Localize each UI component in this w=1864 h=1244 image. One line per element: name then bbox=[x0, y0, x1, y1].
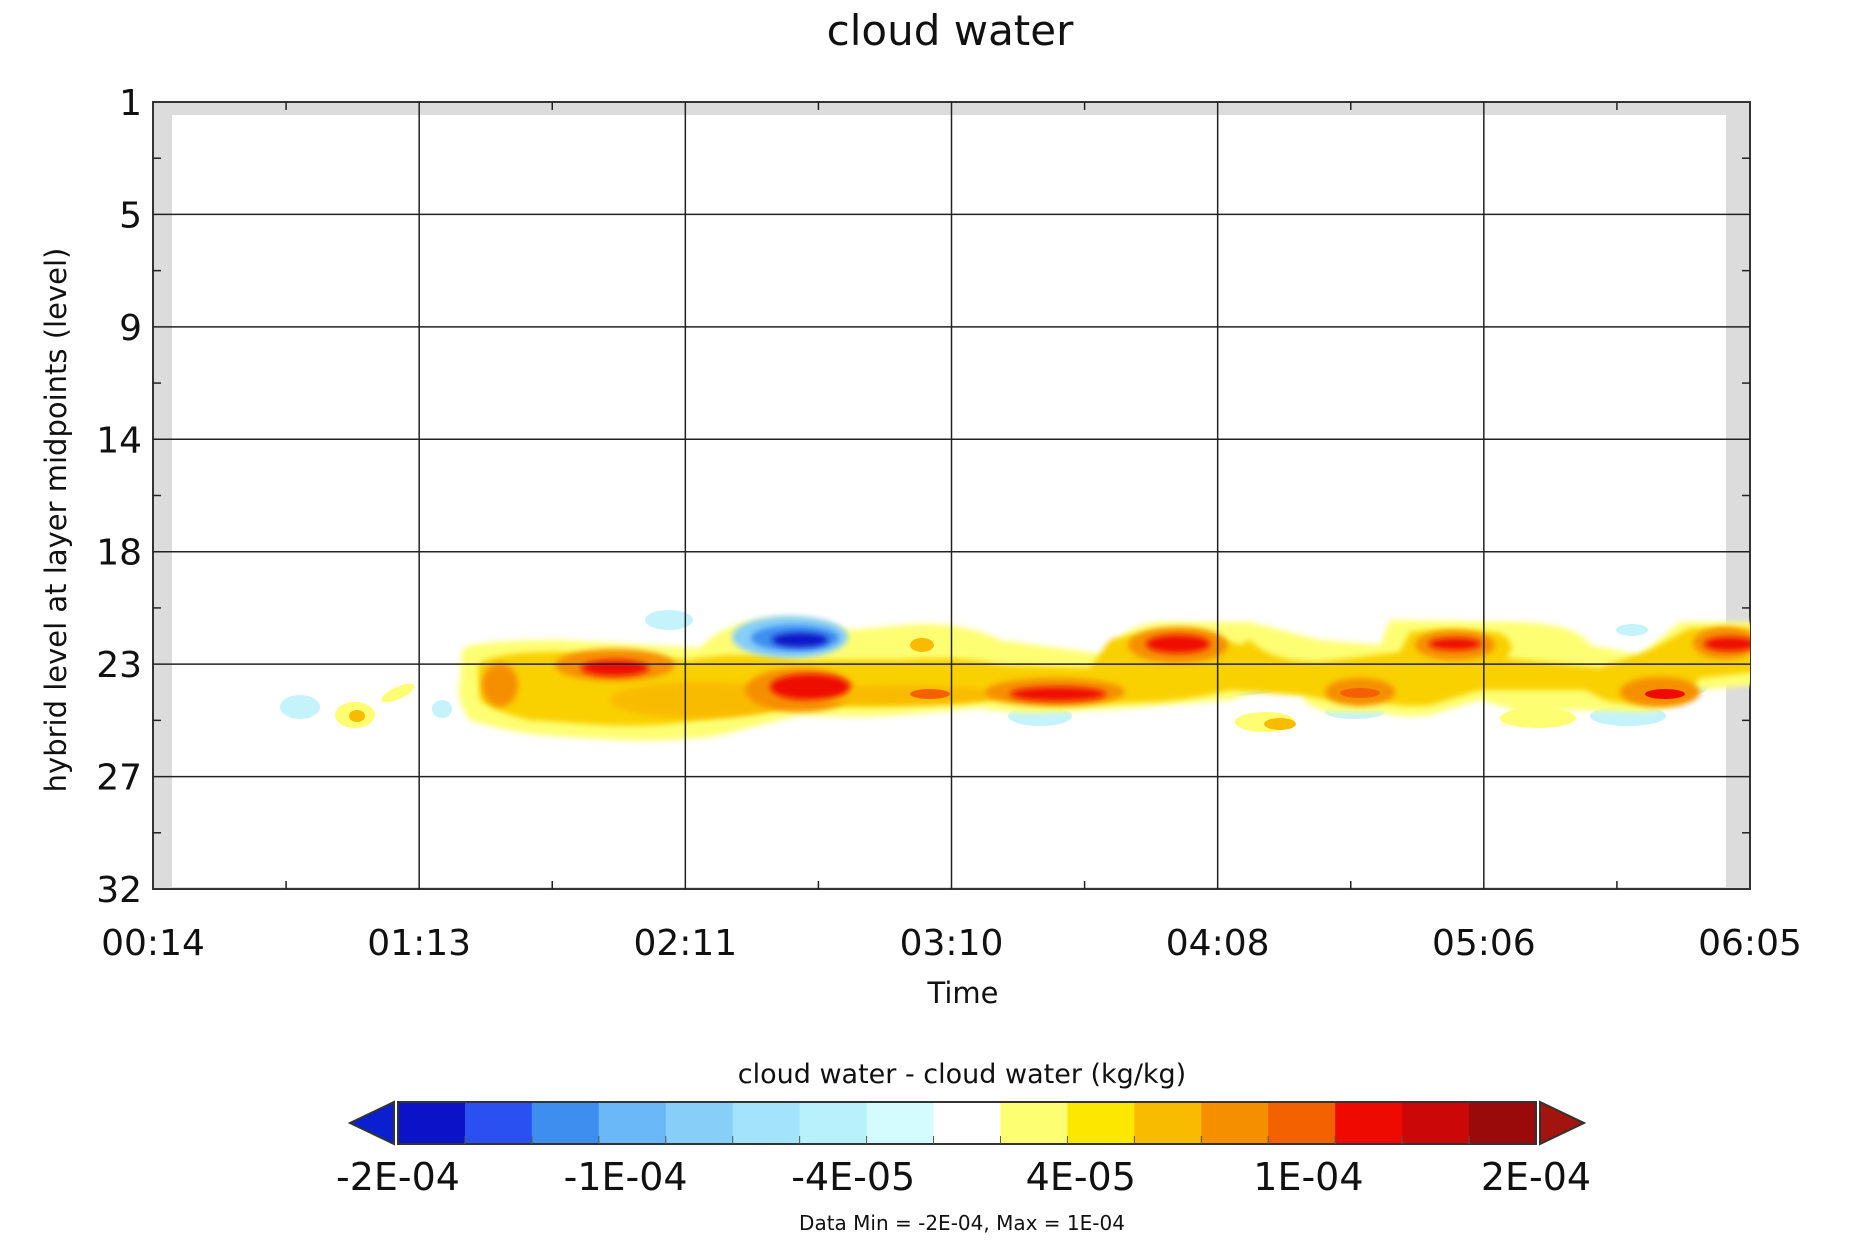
colorbar-over-arrow bbox=[1539, 1100, 1587, 1146]
contour-field bbox=[280, 610, 1750, 741]
colorbar-tick-label: 4E-05 bbox=[1026, 1155, 1136, 1199]
contour-orange-12 bbox=[1264, 718, 1296, 730]
contour-red-3 bbox=[910, 689, 950, 699]
colorbar-title: cloud water - cloud water (kg/kg) bbox=[738, 1059, 1186, 1090]
colorbar-swatch bbox=[1000, 1102, 1068, 1144]
plot-area bbox=[172, 115, 1726, 887]
colorbar-swatch bbox=[398, 1102, 466, 1144]
contour-cyan-2 bbox=[432, 700, 452, 718]
contour-orange-5 bbox=[800, 685, 1000, 705]
y-tick-label: 14 bbox=[96, 420, 142, 461]
contour-cyan-10 bbox=[1616, 624, 1648, 636]
colorbar-swatch bbox=[866, 1102, 935, 1144]
chart-title: cloud water bbox=[827, 6, 1074, 55]
x-tick-labels: 00:14 01:13 02:11 03:10 04:08 05:06 06:05 bbox=[101, 923, 1802, 964]
contour-red-9 bbox=[1704, 637, 1750, 651]
footnote: Data Min = -2E-04, Max = 1E-04 bbox=[799, 1211, 1125, 1235]
colorbar-swatch bbox=[1335, 1102, 1403, 1144]
colorbar-swatch bbox=[1201, 1102, 1269, 1144]
y-tick-label: 27 bbox=[96, 758, 142, 799]
colorbar-swatch bbox=[665, 1102, 734, 1144]
x-tick-label: 01:13 bbox=[367, 923, 471, 964]
colorbar-under-arrow bbox=[347, 1100, 395, 1146]
colorbar-swatch bbox=[933, 1102, 1001, 1144]
colorbar-tick-label: 1E-04 bbox=[1253, 1155, 1363, 1199]
colorbar-tick-label: -4E-05 bbox=[791, 1155, 915, 1199]
colorbar-swatch bbox=[531, 1102, 600, 1144]
x-tick-label: 05:06 bbox=[1432, 923, 1536, 964]
y-axis-label: hybrid level at layer midpoints (level) bbox=[39, 248, 73, 793]
y-tick-label: 1 bbox=[119, 83, 142, 124]
x-tick-label: 04:08 bbox=[1166, 923, 1270, 964]
colorbar-tick-label: -1E-04 bbox=[564, 1155, 688, 1199]
colorbar-tick-label: 2E-04 bbox=[1481, 1155, 1591, 1199]
contour-red-8 bbox=[1645, 689, 1685, 699]
colorbar bbox=[347, 1100, 1587, 1146]
contour-yellow-small-2 bbox=[381, 683, 415, 703]
colorbar-swatch bbox=[732, 1102, 801, 1144]
contour-blue-core bbox=[772, 633, 828, 647]
contour-yellow-lobe-2 bbox=[1500, 708, 1576, 728]
colorbar-swatch bbox=[1134, 1102, 1202, 1144]
x-tick-label: 00:14 bbox=[101, 923, 205, 964]
colorbar-swatch bbox=[1067, 1102, 1135, 1144]
x-axis-label: Time bbox=[927, 976, 999, 1010]
contour-red-1 bbox=[581, 660, 649, 676]
colorbar-frame bbox=[397, 1101, 1537, 1145]
colorbar-swatch bbox=[799, 1102, 868, 1144]
contour-red-7 bbox=[1429, 638, 1481, 650]
x-tick-label: 02:11 bbox=[633, 923, 737, 964]
colorbar-swatch bbox=[1268, 1102, 1336, 1144]
colorbar-swatch bbox=[598, 1102, 667, 1144]
y-tick-label: 9 bbox=[119, 308, 142, 349]
contour-orange-small-1 bbox=[349, 710, 365, 722]
y-tick-label: 5 bbox=[119, 195, 142, 236]
colorbar-swatch bbox=[1469, 1102, 1537, 1144]
contour-red-4 bbox=[1010, 687, 1106, 701]
colorbar-swatch bbox=[464, 1102, 533, 1144]
contour-red-2 bbox=[770, 674, 850, 700]
colorbar-swatch bbox=[1402, 1102, 1470, 1144]
y-tick-labels: 1 5 9 14 18 23 27 32 bbox=[96, 83, 142, 911]
contour-red-5 bbox=[1146, 635, 1210, 653]
x-tick-label: 06:05 bbox=[1698, 923, 1802, 964]
contour-cyan-1 bbox=[280, 695, 320, 719]
contour-orange-13 bbox=[910, 638, 934, 652]
colorbar-tick-labels: -2E-04 -1E-04 -4E-05 4E-05 1E-04 2E-04 bbox=[336, 1155, 1591, 1199]
y-tick-label: 23 bbox=[96, 645, 142, 686]
y-tick-label: 32 bbox=[96, 870, 142, 911]
x-tick-label: 03:10 bbox=[900, 923, 1004, 964]
colorbar-tick-label: -2E-04 bbox=[336, 1155, 460, 1199]
contour-red-6 bbox=[1340, 688, 1380, 698]
contour-cyan-3 bbox=[645, 610, 693, 630]
y-tick-label: 18 bbox=[96, 533, 142, 574]
contour-orange-1 bbox=[482, 663, 518, 707]
contour-orange-3 bbox=[610, 682, 790, 718]
grid-lines bbox=[153, 102, 1750, 889]
